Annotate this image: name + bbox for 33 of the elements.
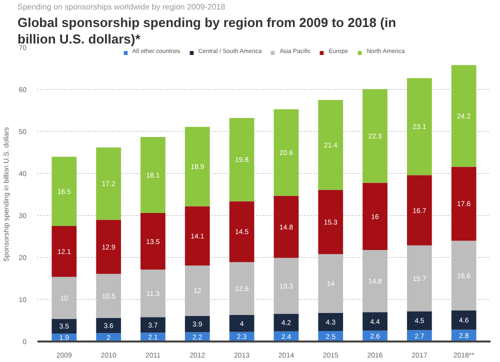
bar [451, 166, 476, 241]
bar [184, 126, 210, 206]
bar [451, 240, 476, 310]
bar [451, 310, 476, 330]
bar [274, 196, 299, 258]
bar [52, 318, 77, 334]
chart-subtitle: Spending on sponsorships worldwide by region 2009-2018 [18, 2, 226, 12]
bar [140, 212, 166, 270]
chart-title: Global sponsorship spending by region from 2009 to 2018 (in billion U.S. dollars)* [18, 15, 396, 46]
bar [184, 206, 210, 266]
bar [96, 220, 121, 274]
bar [407, 78, 432, 176]
bar [318, 190, 344, 254]
bar [140, 136, 166, 213]
bar [318, 312, 344, 331]
bar [52, 156, 77, 226]
bar [96, 147, 121, 220]
bar [140, 317, 166, 333]
bar [229, 118, 254, 202]
bar [96, 318, 121, 334]
bar [229, 315, 254, 332]
bar [318, 100, 344, 190]
bar [362, 312, 388, 331]
bar [407, 175, 432, 246]
bar [407, 311, 432, 330]
bar [274, 314, 299, 332]
bar [362, 182, 388, 250]
bar [184, 316, 210, 332]
bar [362, 89, 388, 183]
bar [52, 226, 77, 277]
bar [451, 65, 476, 167]
bar [274, 109, 299, 196]
bar [229, 201, 254, 262]
